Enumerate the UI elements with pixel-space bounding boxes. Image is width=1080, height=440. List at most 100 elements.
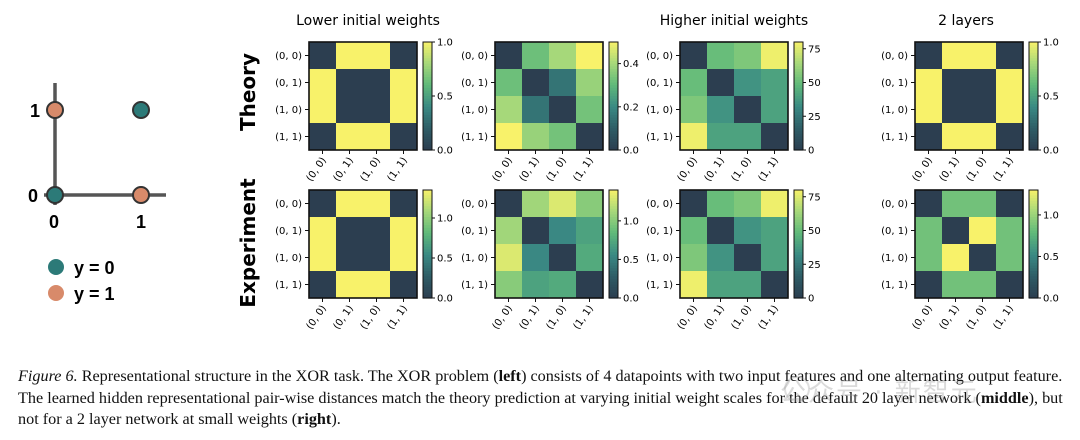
colorbar-segment <box>1029 200 1038 205</box>
colorbar-segment <box>423 63 432 67</box>
colorbar-segment <box>423 271 432 275</box>
colorbar-segment <box>794 42 803 46</box>
ytick-label: (0, 1) <box>461 226 488 237</box>
heatmap-cell <box>707 217 734 244</box>
colorbar-segment <box>794 289 803 294</box>
heatmap-cell <box>576 271 603 298</box>
heatmap-cell <box>707 271 734 298</box>
colorbar-segment <box>1029 292 1038 296</box>
legend-marker-y0 <box>48 259 64 275</box>
heatmap-cell <box>363 42 390 69</box>
colorbar-segment <box>609 265 618 269</box>
heatmap-cell <box>309 244 336 271</box>
heatmap-cell <box>707 96 734 123</box>
colorbar-segment <box>609 208 618 213</box>
colorbar-segment <box>609 246 618 250</box>
colorbar-label: 0.0 <box>623 294 639 305</box>
colorbar-label: 0 <box>808 146 814 157</box>
xtick-label: (0, 0) <box>911 303 935 331</box>
heatmap-cell <box>707 244 734 271</box>
xtick-label: (1, 1) <box>386 303 410 331</box>
colorbar-segment <box>423 141 432 146</box>
colorbar-segment <box>794 85 803 89</box>
colorbar-segment <box>794 200 803 205</box>
colorbar-label: 0.5 <box>437 92 453 103</box>
ytick-label: (0, 0) <box>275 51 302 62</box>
heatmap-cell <box>680 69 707 96</box>
legend-label-y1: y = 1 <box>74 284 115 304</box>
colorbar-frame <box>1028 189 1039 299</box>
colorbar-segment <box>609 141 618 146</box>
heatmap-cell <box>942 123 969 150</box>
colorbar-segment <box>794 276 803 280</box>
colorbar-segment <box>1029 114 1038 119</box>
heatmap-cell <box>309 271 336 298</box>
xor-point-10 <box>132 186 150 204</box>
colorbar-segment <box>423 74 432 78</box>
heatmap-cell <box>522 244 549 271</box>
colorbar-segment <box>794 206 803 210</box>
colorbar-segment <box>609 230 618 234</box>
colorbar-segment <box>794 47 803 51</box>
ytick-label: (0, 1) <box>881 226 908 237</box>
colorbar-segment <box>423 82 432 86</box>
colorbar-segment <box>609 257 618 261</box>
colorbar-segment <box>609 198 618 202</box>
colorbar-segment <box>423 85 432 89</box>
colorbar-segment <box>423 262 432 267</box>
heatmap-cell <box>522 69 549 96</box>
xtick-label: (0, 1) <box>703 155 727 183</box>
colorbar-segment <box>609 268 618 272</box>
colorbar-segment <box>423 244 432 248</box>
colorbar-segment <box>1029 66 1038 70</box>
heatmap-cell <box>942 96 969 123</box>
colorbar-segment <box>794 133 803 138</box>
colorbar-segment <box>794 246 803 250</box>
heatmap-cell <box>576 69 603 96</box>
colorbar-segment <box>794 227 803 232</box>
colorbar-segment <box>794 98 803 102</box>
heatmap-cell <box>680 96 707 123</box>
colorbar-segment <box>423 117 432 121</box>
colorbar-segment <box>1029 136 1038 140</box>
ytick-label: (1, 1) <box>275 280 302 291</box>
xor-point-00 <box>46 186 64 204</box>
colorbar-segment <box>423 246 432 250</box>
colorbar-segment <box>423 252 432 256</box>
heatmap-frame <box>914 189 1024 299</box>
colorbar-segment <box>794 136 803 140</box>
colorbar-segment <box>1029 225 1038 229</box>
heatmap-cell <box>996 244 1023 271</box>
colorbar-segment <box>609 241 618 245</box>
colorbar-segment <box>1029 192 1038 196</box>
heatmap-cell <box>942 244 969 271</box>
xor-plot: 1 0 0 1 y = 0 y = 1 <box>28 83 166 304</box>
colorbar-segment <box>794 198 803 202</box>
heatmap-cell <box>495 190 522 217</box>
heatmap-cell <box>390 123 417 150</box>
heatmap-cell <box>915 42 942 69</box>
colorbar-segment <box>609 77 618 81</box>
colorbar-segment <box>609 131 618 135</box>
colorbar-segment <box>609 144 618 148</box>
xtick-label: (1, 1) <box>386 155 410 183</box>
caption-bold-left: left <box>498 367 522 385</box>
colorbar-segment <box>1029 117 1038 121</box>
colorbar-label: 0.2 <box>623 102 639 113</box>
colorbar-segment <box>794 44 803 48</box>
heatmap-cell <box>969 271 996 298</box>
colorbar-segment <box>794 82 803 86</box>
colorbar-segment <box>423 87 432 92</box>
heatmap-cell <box>390 69 417 96</box>
colorbar-segment <box>609 50 618 54</box>
colorbar-segment <box>1029 244 1038 248</box>
heatmap-cell <box>996 271 1023 298</box>
colorbar-segment <box>1029 235 1038 240</box>
heatmap-cell <box>761 69 788 96</box>
colorbar-segment <box>1029 77 1038 81</box>
colorbar-segment <box>609 79 618 84</box>
colorbar-label: 1.0 <box>1043 210 1059 221</box>
colorbar-segment <box>423 279 432 283</box>
colorbar-segment <box>423 217 432 221</box>
heatmap-cell <box>734 190 761 217</box>
